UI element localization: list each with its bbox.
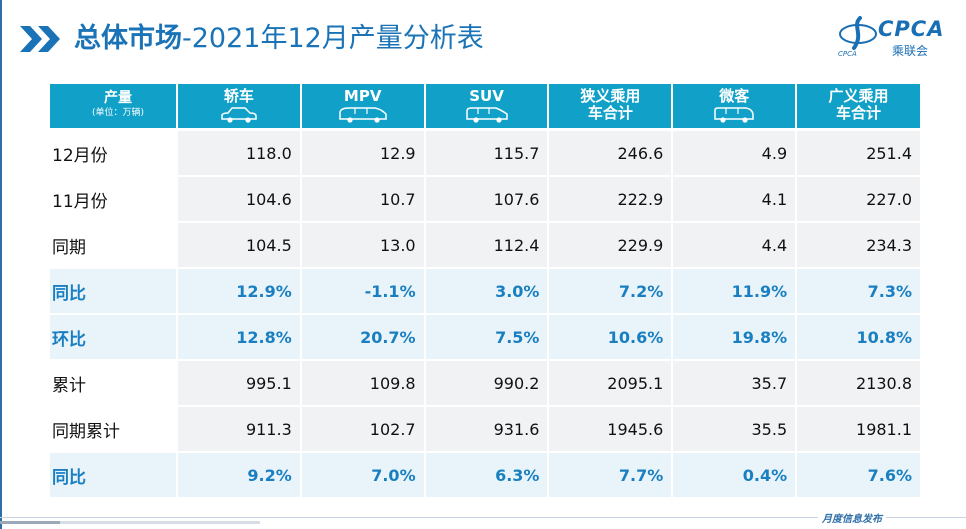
table-cell: 0.4%: [672, 452, 796, 498]
table-cell: 1981.1: [796, 406, 920, 452]
table-row: 同比9.2%7.0%6.3%7.7%0.4%7.6%: [50, 452, 920, 498]
logo-small: CPCA: [838, 50, 857, 58]
header-unit: (单位：万辆): [50, 106, 176, 119]
table-cell: 234.3: [796, 222, 920, 268]
row-label: 累计: [50, 360, 177, 406]
minivan-icon: [712, 106, 756, 124]
table-cell: 2095.1: [548, 360, 672, 406]
table-cell: 7.7%: [548, 452, 672, 498]
logo-brand: CPCA: [878, 17, 944, 41]
table-cell: 7.5%: [425, 314, 549, 360]
table-cell: 20.7%: [301, 314, 425, 360]
suv-icon: [464, 106, 510, 124]
table-header-row: 产量 (单位：万辆) 轿车 MPV SUV: [50, 84, 920, 130]
mpv-icon: [337, 106, 389, 124]
table-cell: 7.3%: [796, 268, 920, 314]
table-cell: 911.3: [177, 406, 301, 452]
table-cell: 229.9: [548, 222, 672, 268]
footer-text: 月度信息发布: [818, 510, 886, 525]
table-row: 12月份118.012.9115.7246.64.9251.4: [50, 130, 920, 177]
table-cell: 990.2: [425, 360, 549, 406]
table-cell: 931.6: [425, 406, 549, 452]
table-cell: 104.6: [177, 176, 301, 222]
table-cell: 7.6%: [796, 452, 920, 498]
table-row: 同比12.9%-1.1%3.0%7.2%11.9%7.3%: [50, 268, 920, 314]
table-cell: 104.5: [177, 222, 301, 268]
table-cell: 4.4: [672, 222, 796, 268]
column-header-sedan: 轿车: [177, 84, 301, 130]
column-header-label: 广义乘用车合计: [823, 84, 895, 122]
column-header-minivan: 微客: [672, 84, 796, 130]
table-cell: 118.0: [177, 130, 301, 177]
production-table: 产量 (单位：万辆) 轿车 MPV SUV: [50, 84, 920, 499]
table-cell: 9.2%: [177, 452, 301, 498]
column-header-suv: SUV: [425, 84, 549, 130]
table-cell: 11.9%: [672, 268, 796, 314]
table-cell: 115.7: [425, 130, 549, 177]
row-label: 12月份: [50, 130, 177, 177]
column-header-label: 狭义乘用车合计: [574, 84, 646, 122]
table-cell: 35.7: [672, 360, 796, 406]
table-cell: 3.0%: [425, 268, 549, 314]
row-label: 11月份: [50, 176, 177, 222]
column-header-label: 轿车: [178, 84, 300, 105]
table-cell: 112.4: [425, 222, 549, 268]
table-cell: 227.0: [796, 176, 920, 222]
table-cell: 246.6: [548, 130, 672, 177]
column-header-label: MPV: [302, 84, 424, 105]
page-header: 总体市场-2021年12月产量分析表 CPCA 乘联会 CPCA: [0, 0, 966, 70]
page-title-bold: 总体市场: [74, 23, 182, 54]
table-cell: 107.6: [425, 176, 549, 222]
double-chevron-icon: [20, 26, 68, 52]
table-cell: 1945.6: [548, 406, 672, 452]
table-cell: 102.7: [301, 406, 425, 452]
column-header-narrow-passenger-total: 狭义乘用车合计: [548, 84, 672, 130]
table-cell: 222.9: [548, 176, 672, 222]
row-label: 环比: [50, 314, 177, 360]
row-label: 同比: [50, 268, 177, 314]
table-row: 11月份104.610.7107.6222.94.1227.0: [50, 176, 920, 222]
table-cell: 4.1: [672, 176, 796, 222]
table-cell: 4.9: [672, 130, 796, 177]
table-cell: 12.8%: [177, 314, 301, 360]
sedan-icon: [219, 106, 259, 124]
table-cell: 2130.8: [796, 360, 920, 406]
table-row: 累计995.1109.8990.22095.135.72130.8: [50, 360, 920, 406]
table-row: 环比12.8%20.7%7.5%10.6%19.8%10.8%: [50, 314, 920, 360]
table-cell: 10.8%: [796, 314, 920, 360]
page-title-rest: -2021年12月产量分析表: [182, 23, 484, 54]
table-cell: 12.9: [301, 130, 425, 177]
footer-progress-fill: [0, 521, 60, 524]
table-cell: 13.0: [301, 222, 425, 268]
table-cell: 995.1: [177, 360, 301, 406]
row-label: 同期: [50, 222, 177, 268]
table-cell: 19.8%: [672, 314, 796, 360]
row-label: 同比: [50, 452, 177, 498]
table-cell: 7.0%: [301, 452, 425, 498]
row-label: 同期累计: [50, 406, 177, 452]
table-cell: 109.8: [301, 360, 425, 406]
cpca-logo: CPCA 乘联会 CPCA: [838, 14, 956, 58]
column-header-label: 微客: [673, 84, 795, 105]
column-header-mpv: MPV: [301, 84, 425, 130]
column-header-broad-passenger-total: 广义乘用车合计: [796, 84, 920, 130]
header-corner: 产量 (单位：万辆): [50, 84, 177, 130]
table-row: 同期累计911.3102.7931.61945.635.51981.1: [50, 406, 920, 452]
page-left-accent: [0, 0, 2, 529]
header-label: 产量: [50, 84, 176, 106]
table-cell: 10.7: [301, 176, 425, 222]
table-body: 12月份118.012.9115.7246.64.9251.411月份104.6…: [50, 130, 920, 499]
column-header-label: SUV: [426, 84, 548, 105]
table-cell: 35.5: [672, 406, 796, 452]
table-cell: 6.3%: [425, 452, 549, 498]
table-cell: -1.1%: [301, 268, 425, 314]
page-title: 总体市场-2021年12月产量分析表: [74, 22, 484, 56]
table-cell: 10.6%: [548, 314, 672, 360]
table-row: 同期104.513.0112.4229.94.4234.3: [50, 222, 920, 268]
logo-sub: 乘联会: [892, 42, 928, 59]
table-cell: 12.9%: [177, 268, 301, 314]
table-cell: 251.4: [796, 130, 920, 177]
table-cell: 7.2%: [548, 268, 672, 314]
